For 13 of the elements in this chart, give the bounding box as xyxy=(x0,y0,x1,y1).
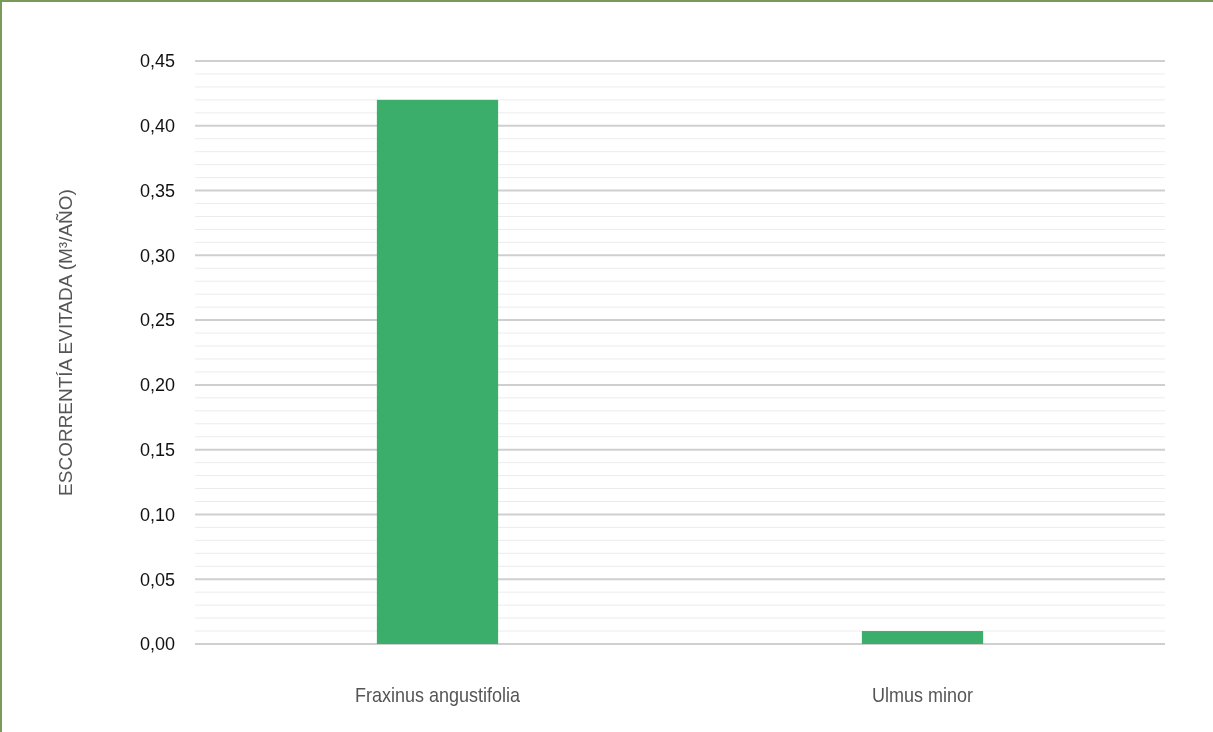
x-tick-label: Ulmus minor xyxy=(872,684,974,707)
y-tick-label: 0,00 xyxy=(139,634,175,655)
y-tick-label: 0,15 xyxy=(139,439,175,460)
y-tick-label: 0,25 xyxy=(139,310,175,331)
x-tick-label: Fraxinus angustifolia xyxy=(355,684,521,707)
y-axis-title: ESCORRENTÍA EVITADA (M³/AÑO) xyxy=(55,189,76,496)
y-tick-label: 0,20 xyxy=(139,375,175,396)
y-tick-label: 0,10 xyxy=(139,504,175,525)
y-tick-label: 0,45 xyxy=(139,51,175,72)
y-tick-label: 0,30 xyxy=(139,245,175,266)
y-tick-label: 0,35 xyxy=(139,180,175,201)
y-tick-label: 0,05 xyxy=(139,569,175,590)
y-tick-label: 0,40 xyxy=(139,116,175,137)
